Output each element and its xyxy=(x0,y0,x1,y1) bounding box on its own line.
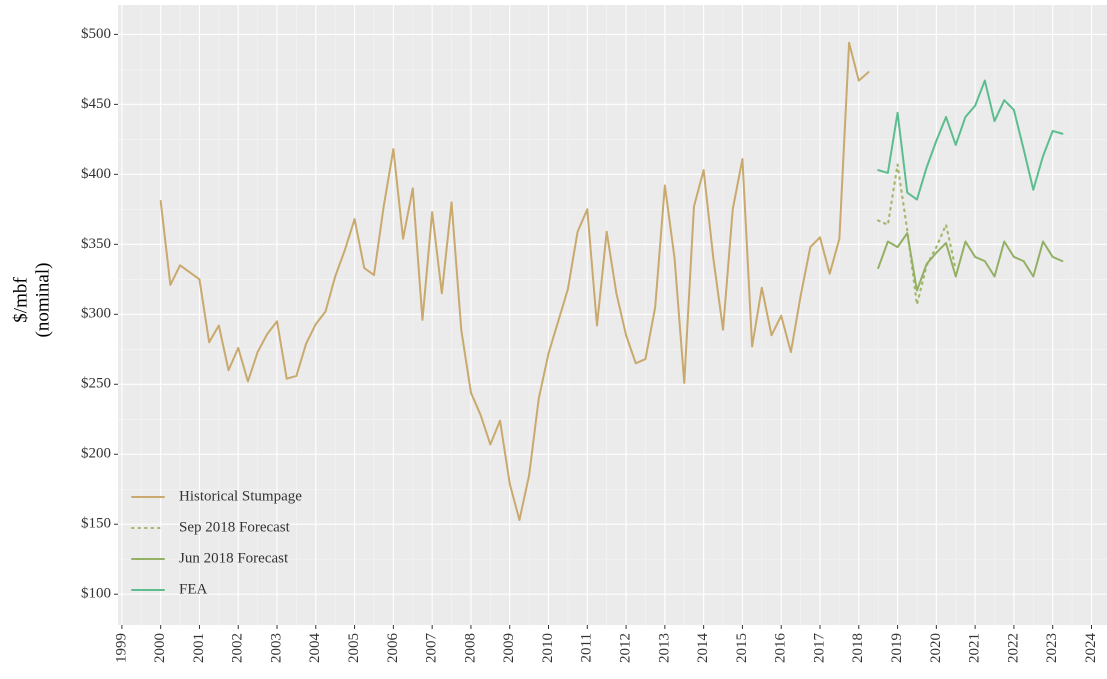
y-tick-label: $450 xyxy=(81,96,111,112)
y-tick-label: $300 xyxy=(81,306,111,322)
y-axis-title-line: (nominal) xyxy=(32,263,53,338)
x-tick-label: 2000 xyxy=(152,633,168,663)
y-tick-label: $100 xyxy=(81,586,111,602)
x-tick-label: 2016 xyxy=(773,633,789,664)
x-tick-label: 2020 xyxy=(928,633,944,663)
series-line xyxy=(877,79,1064,201)
x-tick-label: 2021 xyxy=(967,633,983,663)
x-tick-label: 2001 xyxy=(191,633,207,663)
legend: Historical Stumpage Sep 2018 Forecast Jun … xyxy=(131,488,302,597)
x-tick-label: 2013 xyxy=(656,633,672,663)
x-tick-label: 2002 xyxy=(230,633,246,663)
series-line xyxy=(877,232,1064,292)
legend-label: Sep 2018 Forecast xyxy=(179,519,291,535)
x-tick-label: 2022 xyxy=(1005,633,1021,663)
y-axis-title-line: $/mbf xyxy=(10,277,31,323)
x-tick-label: 2011 xyxy=(579,633,595,662)
x-tick-label: 2005 xyxy=(346,633,362,663)
legend-label: Jun 2018 Forecast xyxy=(179,550,289,566)
x-tick-label: 2023 xyxy=(1044,633,1060,663)
x-tick-label: 2024 xyxy=(1083,633,1099,664)
series-line xyxy=(159,41,870,522)
x-tick-label: 2010 xyxy=(540,633,556,663)
y-tick-label: $500 xyxy=(81,26,111,42)
y-tick-label: $400 xyxy=(81,166,111,182)
legend-label: Historical Stumpage xyxy=(179,488,302,504)
x-tick-label: 2006 xyxy=(385,633,401,664)
plot-panel xyxy=(118,5,1107,625)
x-tick-label: 2003 xyxy=(268,633,284,663)
legend-label: FEA xyxy=(179,581,208,597)
x-tick-label: 2014 xyxy=(695,633,711,664)
y-tick-label: $200 xyxy=(81,446,111,462)
y-tick-label: $150 xyxy=(81,516,111,532)
x-tick-label: 2015 xyxy=(734,633,750,663)
x-tick-label: 2004 xyxy=(307,633,323,664)
x-tick-label: 2019 xyxy=(889,633,905,663)
y-axis-title: $/mbf (nominal) xyxy=(10,263,53,338)
x-tick-label: 2009 xyxy=(501,633,517,663)
y-tick-label: $250 xyxy=(81,376,111,392)
y-tick-label: $350 xyxy=(81,236,111,252)
x-tick-label: 2018 xyxy=(850,633,866,663)
x-tick-label: 2007 xyxy=(424,633,440,664)
x-tick-label: 2017 xyxy=(811,633,827,664)
x-tick-label: 1999 xyxy=(113,633,129,663)
x-tick-label: 2012 xyxy=(618,633,634,663)
x-tick-label: 2008 xyxy=(462,633,478,663)
